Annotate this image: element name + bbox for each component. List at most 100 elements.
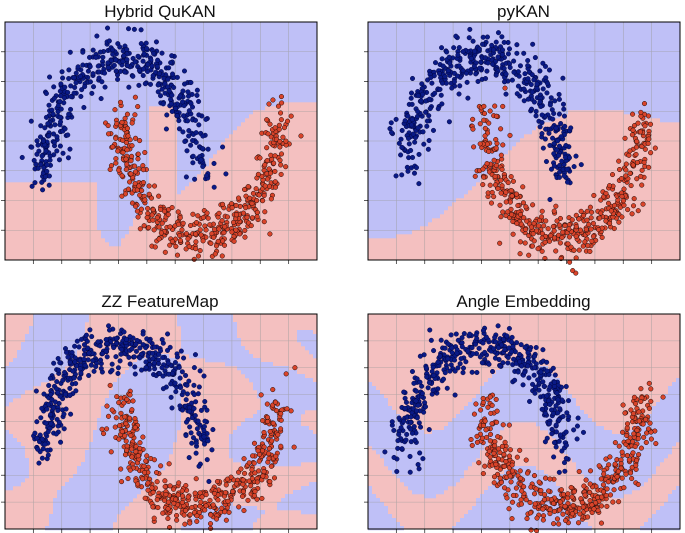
point-class-0 (135, 53, 141, 59)
point-class-1 (469, 442, 475, 448)
point-class-0 (180, 99, 186, 105)
chart-panel-pykan: pyKAN (362, 0, 685, 276)
point-class-0 (452, 357, 458, 363)
point-class-1 (283, 164, 289, 170)
point-class-0 (410, 131, 416, 137)
point-class-1 (623, 167, 629, 173)
point-class-1 (119, 119, 125, 125)
point-class-1 (480, 166, 486, 172)
point-class-1 (589, 238, 595, 244)
point-class-0 (537, 99, 543, 105)
point-class-1 (207, 222, 213, 228)
point-class-0 (427, 106, 433, 112)
point-class-0 (562, 154, 568, 160)
point-class-0 (149, 350, 155, 356)
point-class-0 (73, 80, 79, 86)
point-class-1 (500, 422, 506, 428)
point-class-1 (162, 478, 168, 484)
point-class-1 (641, 101, 648, 107)
point-class-0 (200, 133, 206, 139)
point-class-1 (219, 505, 225, 511)
point-class-0 (46, 182, 52, 188)
point-class-0 (555, 410, 561, 416)
point-class-0 (192, 352, 198, 358)
point-class-0 (505, 355, 511, 361)
point-class-1 (251, 440, 258, 446)
point-class-1 (120, 149, 126, 155)
point-class-1 (487, 108, 493, 114)
point-class-0 (138, 41, 144, 47)
point-class-1 (642, 123, 648, 129)
point-class-1 (481, 174, 487, 180)
point-class-0 (104, 354, 110, 360)
point-class-1 (523, 204, 529, 210)
point-class-0 (561, 173, 567, 179)
point-class-0 (476, 345, 482, 351)
point-class-1 (281, 125, 287, 131)
point-class-0 (405, 168, 411, 174)
point-class-0 (416, 420, 422, 426)
point-class-1 (493, 396, 499, 402)
point-class-1 (142, 197, 148, 203)
point-class-1 (117, 99, 124, 105)
point-class-0 (554, 147, 560, 153)
point-class-1 (499, 183, 505, 189)
point-class-1 (262, 209, 268, 215)
point-class-0 (555, 138, 561, 144)
point-class-1 (607, 454, 613, 460)
point-class-1 (105, 131, 112, 137)
point-class-0 (61, 426, 67, 432)
point-class-1 (129, 454, 135, 460)
point-class-1 (565, 495, 571, 501)
point-class-0 (540, 347, 546, 353)
point-class-0 (31, 157, 37, 163)
point-class-1 (132, 203, 139, 209)
point-class-1 (137, 192, 143, 198)
point-class-0 (168, 60, 174, 66)
point-class-0 (42, 125, 48, 131)
point-class-1 (540, 513, 547, 519)
point-class-1 (174, 517, 180, 523)
point-class-1 (134, 208, 140, 214)
point-class-1 (510, 178, 516, 184)
point-class-0 (78, 370, 84, 376)
point-class-1 (621, 202, 627, 208)
point-class-0 (399, 172, 405, 178)
point-class-1 (580, 243, 586, 249)
point-class-0 (168, 101, 174, 107)
point-class-0 (454, 73, 460, 79)
point-class-1 (484, 161, 490, 167)
point-class-0 (447, 60, 453, 66)
point-class-1 (491, 450, 497, 456)
point-class-1 (129, 143, 135, 149)
point-class-1 (532, 501, 538, 507)
point-class-1 (260, 418, 266, 424)
point-class-1 (495, 456, 501, 462)
point-class-0 (66, 76, 72, 82)
point-class-1 (192, 490, 198, 496)
point-class-0 (196, 112, 202, 118)
point-class-0 (203, 116, 209, 122)
point-class-1 (527, 499, 533, 506)
point-class-0 (46, 102, 52, 108)
point-class-1 (167, 483, 173, 489)
point-class-0 (509, 77, 515, 83)
point-class-1 (491, 157, 497, 163)
point-class-0 (190, 138, 196, 144)
point-class-0 (200, 163, 206, 169)
chart-panel-zz-featuremap: ZZ FeatureMap (0, 290, 320, 533)
point-class-0 (476, 46, 482, 52)
point-class-0 (541, 383, 547, 389)
point-class-0 (144, 45, 150, 51)
point-class-1 (248, 223, 254, 229)
point-class-0 (497, 363, 503, 369)
point-class-1 (518, 211, 524, 218)
point-class-0 (196, 463, 202, 469)
point-class-0 (70, 368, 76, 374)
point-class-0 (507, 46, 513, 52)
point-class-1 (534, 515, 540, 521)
point-class-1 (581, 212, 587, 219)
point-class-0 (491, 346, 497, 352)
point-class-1 (166, 461, 172, 467)
point-class-0 (204, 173, 210, 179)
